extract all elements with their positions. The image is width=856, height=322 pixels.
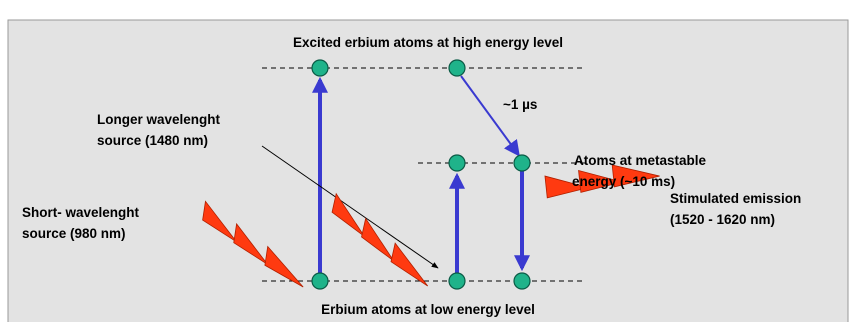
atom — [449, 60, 465, 76]
title: Excited erbium atoms at high energy leve… — [293, 35, 563, 50]
diagram: Excited erbium atoms at high energy leve… — [0, 0, 856, 322]
atom — [312, 273, 328, 289]
atom — [514, 273, 530, 289]
label: Stimulated emission — [670, 191, 801, 206]
label: Longer wavelenght — [97, 112, 221, 127]
bottom-label: Erbium atoms at low energy level — [321, 302, 535, 317]
panel — [8, 20, 848, 322]
label: (1520 - 1620 nm) — [670, 212, 775, 227]
label: energy (~10 ms) — [572, 174, 675, 189]
atom — [312, 60, 328, 76]
decay-label: ~1 µs — [503, 97, 537, 112]
atom — [449, 155, 465, 171]
label: Atoms at metastable — [574, 153, 707, 168]
label: Short- wavelenght — [22, 205, 140, 220]
label: source (980 nm) — [22, 226, 126, 241]
atom — [449, 273, 465, 289]
label: source (1480 nm) — [97, 133, 208, 148]
atom — [514, 155, 530, 171]
